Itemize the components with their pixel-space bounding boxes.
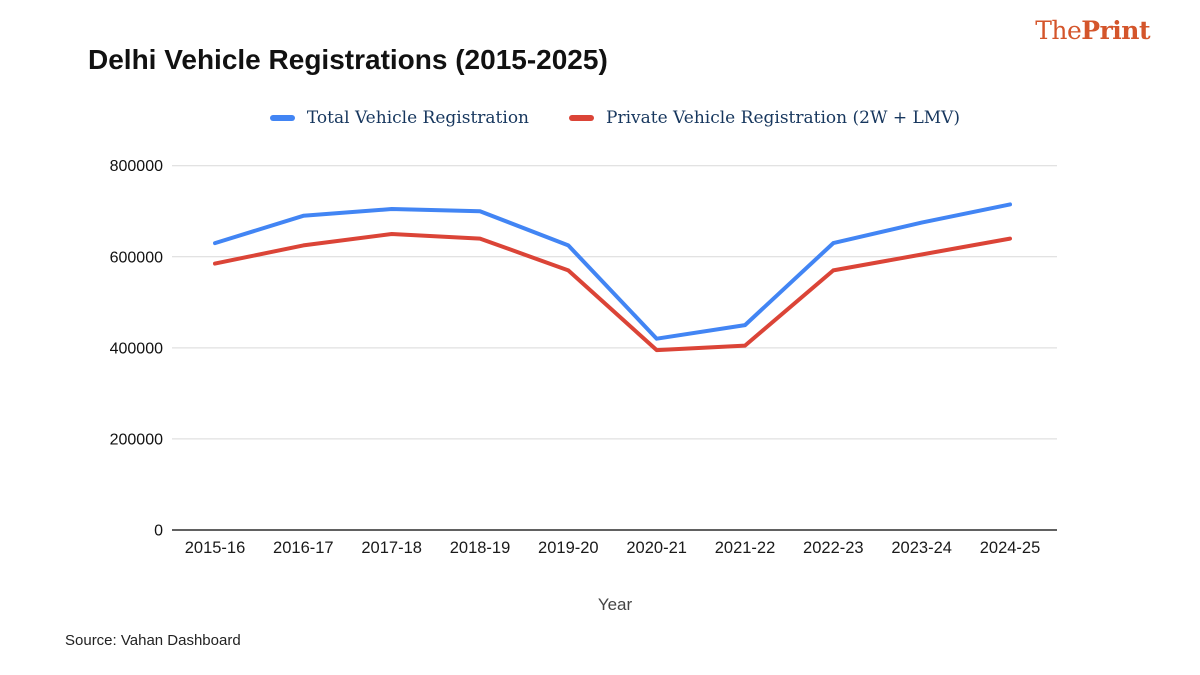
x-tick-label: 2016-17 — [273, 539, 334, 557]
x-tick-label: 2017-18 — [361, 539, 422, 557]
y-tick-label: 800000 — [110, 158, 163, 175]
x-tick-label: 2023-24 — [891, 539, 952, 557]
legend-marker-icon — [569, 115, 595, 121]
x-axis-title: Year — [597, 595, 633, 614]
theprint-logo: ThePrint — [1035, 16, 1150, 45]
series-line-0 — [213, 202, 1012, 341]
logo-text-the: The — [1035, 16, 1082, 45]
chart-legend: Total Vehicle Registration Private Vehicl… — [175, 108, 1055, 128]
legend-item-0: Total Vehicle Registration — [269, 108, 530, 128]
x-tick-label: 2021-22 — [715, 539, 776, 557]
x-tick-label: 2020-21 — [626, 539, 687, 557]
legend-item-1: Private Vehicle Registration (2W + LMV) — [569, 108, 960, 128]
source-credit: Source: Vahan Dashboard — [65, 632, 241, 649]
y-tick-label: 0 — [154, 523, 163, 540]
x-tick-label: 2015-16 — [185, 539, 246, 557]
y-tick-label: 400000 — [110, 340, 163, 357]
y-tick-label: 600000 — [110, 249, 163, 266]
y-tick-label: 200000 — [110, 431, 163, 448]
legend-marker-icon — [269, 115, 295, 121]
x-tick-label: 2018-19 — [450, 539, 511, 557]
x-tick-label: 2019-20 — [538, 539, 599, 557]
legend-label: Private Vehicle Registration (2W + LMV) — [606, 108, 961, 128]
legend-label: Total Vehicle Registration — [306, 108, 530, 128]
chart-title: Delhi Vehicle Registrations (2015-2025) — [88, 44, 608, 75]
series-line-1 — [213, 232, 1012, 353]
x-tick-label: 2022-23 — [803, 539, 864, 557]
logo-text-print: Print — [1081, 16, 1150, 45]
line-chart: 0 200000 400000 600000 800000 2015-16 2016-17 2… — [0, 150, 1200, 630]
x-tick-label: 2024-25 — [980, 539, 1041, 557]
